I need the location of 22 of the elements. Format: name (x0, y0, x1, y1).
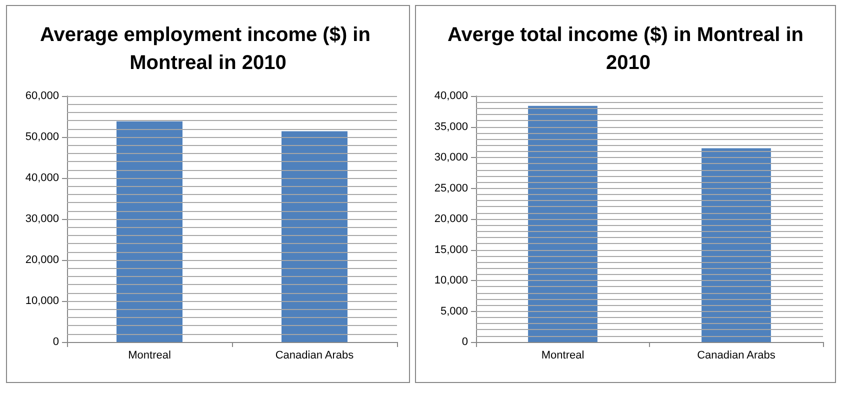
y-tick-label: 10,000 (434, 274, 468, 286)
chart-title: Averge total income ($) in Montreal in 2010 (448, 24, 804, 74)
y-tick-label: 20,000 (434, 213, 468, 225)
y-tick-label: 5,000 (440, 305, 468, 318)
y-tick-label: 60,000 (25, 90, 59, 102)
x-tick-label: Montreal (541, 350, 584, 362)
y-tick-label: 10,000 (25, 295, 59, 307)
y-tick-label: 40,000 (434, 90, 468, 102)
y-tick-label: 0 (462, 336, 468, 348)
y-tick-label: 40,000 (25, 172, 59, 184)
y-tick-label: 35,000 (434, 120, 468, 133)
y-tick-label: 20,000 (25, 254, 59, 266)
y-tick-label: 15,000 (434, 244, 468, 256)
x-tick-label: Canadian Arabs (697, 350, 776, 362)
chart-title: Average employment income ($) in Montreal in 2010 (40, 24, 376, 74)
y-tick-label: 25,000 (434, 182, 468, 194)
y-tick-label: 30,000 (434, 152, 468, 164)
x-tick-label: Montreal (128, 350, 171, 362)
y-tick-label: 30,000 (25, 213, 59, 225)
x-tick-label: Canadian Arabs (275, 350, 354, 362)
y-tick-label: 0 (52, 336, 59, 348)
y-tick-label: 50,000 (25, 131, 59, 143)
